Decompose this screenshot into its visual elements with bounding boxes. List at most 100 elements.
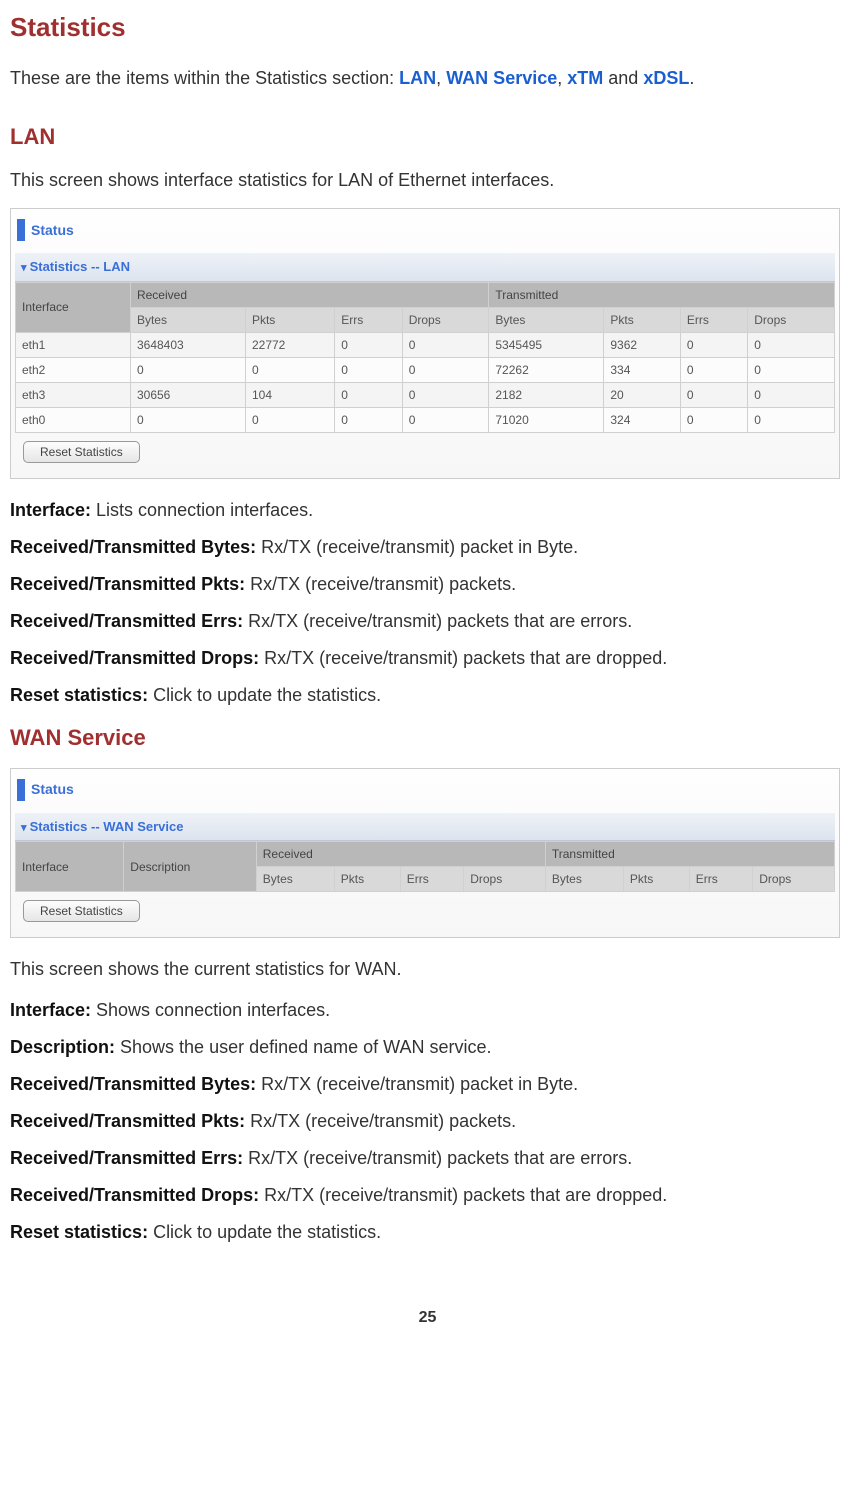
col-sub: Bytes bbox=[256, 867, 334, 892]
cell-value: 5345495 bbox=[489, 332, 604, 357]
cell-value: 0 bbox=[245, 407, 334, 432]
col-sub: Errs bbox=[335, 307, 402, 332]
col-sub: Pkts bbox=[334, 867, 400, 892]
definition-desc: Rx/TX (receive/transmit) packets that ar… bbox=[243, 1148, 632, 1168]
definition-desc: Shows the user defined name of WAN servi… bbox=[115, 1037, 492, 1057]
definition-desc: Shows connection interfaces. bbox=[91, 1000, 330, 1020]
lan-panel: Status Statistics -- LAN Interface Recei… bbox=[10, 208, 840, 479]
wan-definitions: Interface: Shows connection interfaces. D… bbox=[10, 997, 845, 1246]
link-wan[interactable]: WAN Service bbox=[446, 68, 557, 88]
col-sub: Drops bbox=[748, 307, 835, 332]
definition-desc: Rx/TX (receive/transmit) packet in Byte. bbox=[256, 1074, 578, 1094]
col-received: Received bbox=[130, 282, 488, 307]
cell-value: 3648403 bbox=[130, 332, 245, 357]
reset-stats-button[interactable]: Reset Statistics bbox=[23, 441, 140, 463]
link-xtm[interactable]: xTM bbox=[567, 68, 603, 88]
definition-term: Received/Transmitted Bytes: bbox=[10, 537, 256, 557]
status-label: Status bbox=[31, 779, 74, 800]
col-sub: Errs bbox=[400, 867, 463, 892]
col-sub: Bytes bbox=[489, 307, 604, 332]
cell-value: 0 bbox=[680, 407, 747, 432]
definition-item: Received/Transmitted Drops: Rx/TX (recei… bbox=[10, 645, 845, 672]
table-row: eth3306561040021822000 bbox=[16, 382, 835, 407]
cell-value: 0 bbox=[402, 357, 489, 382]
status-label: Status bbox=[31, 220, 74, 241]
cell-value: 0 bbox=[680, 332, 747, 357]
definition-desc: Click to update the statistics. bbox=[148, 1222, 381, 1242]
definition-desc: Rx/TX (receive/transmit) packet in Byte. bbox=[256, 537, 578, 557]
definition-item: Received/Transmitted Bytes: Rx/TX (recei… bbox=[10, 534, 845, 561]
cell-value: 0 bbox=[245, 357, 334, 382]
definition-item: Interface: Lists connection interfaces. bbox=[10, 497, 845, 524]
cell-value: 2182 bbox=[489, 382, 604, 407]
cell-value: 104 bbox=[245, 382, 334, 407]
col-sub: Bytes bbox=[130, 307, 245, 332]
definition-item: Received/Transmitted Errs: Rx/TX (receiv… bbox=[10, 1145, 845, 1172]
definition-desc: Rx/TX (receive/transmit) packets that ar… bbox=[259, 1185, 667, 1205]
col-sub: Drops bbox=[464, 867, 546, 892]
lan-definitions: Interface: Lists connection interfaces. R… bbox=[10, 497, 845, 709]
wan-panel: Status Statistics -- WAN Service Interfa… bbox=[10, 768, 840, 939]
definition-item: Received/Transmitted Errs: Rx/TX (receiv… bbox=[10, 608, 845, 635]
col-sub: Pkts bbox=[604, 307, 680, 332]
col-interface: Interface bbox=[16, 842, 124, 892]
table-row: eth200007226233400 bbox=[16, 357, 835, 382]
col-sub: Bytes bbox=[545, 867, 623, 892]
intro-prefix: These are the items within the Statistic… bbox=[10, 68, 399, 88]
wan-subtitle: Statistics -- WAN Service bbox=[15, 813, 835, 842]
table-row: eth1364840322772005345495936200 bbox=[16, 332, 835, 357]
definition-item: Reset statistics: Click to update the st… bbox=[10, 1219, 845, 1246]
lan-desc: This screen shows interface statistics f… bbox=[10, 167, 845, 194]
cell-value: 324 bbox=[604, 407, 680, 432]
definition-item: Received/Transmitted Bytes: Rx/TX (recei… bbox=[10, 1071, 845, 1098]
cell-value: 0 bbox=[335, 407, 402, 432]
link-lan[interactable]: LAN bbox=[399, 68, 436, 88]
col-transmitted: Transmitted bbox=[545, 842, 834, 867]
col-sub: Errs bbox=[680, 307, 747, 332]
wan-after-text: This screen shows the current statistics… bbox=[10, 956, 845, 983]
definition-term: Description: bbox=[10, 1037, 115, 1057]
cell-value: 0 bbox=[402, 407, 489, 432]
definition-term: Received/Transmitted Errs: bbox=[10, 611, 243, 631]
intro-text: These are the items within the Statistic… bbox=[10, 65, 845, 92]
col-sub: Pkts bbox=[623, 867, 689, 892]
cell-value: 0 bbox=[335, 382, 402, 407]
definition-term: Reset statistics: bbox=[10, 685, 148, 705]
cell-value: 0 bbox=[335, 357, 402, 382]
col-description: Description bbox=[124, 842, 256, 892]
col-interface: Interface bbox=[16, 282, 131, 332]
wan-table: Interface Description Received Transmitt… bbox=[15, 841, 835, 892]
col-sub: Pkts bbox=[245, 307, 334, 332]
lan-subtitle: Statistics -- LAN bbox=[15, 253, 835, 282]
definition-desc: Rx/TX (receive/transmit) packets. bbox=[245, 574, 516, 594]
definition-term: Received/Transmitted Pkts: bbox=[10, 1111, 245, 1131]
cell-value: 71020 bbox=[489, 407, 604, 432]
definition-item: Reset statistics: Click to update the st… bbox=[10, 682, 845, 709]
definition-item: Description: Shows the user defined name… bbox=[10, 1034, 845, 1061]
sep: , bbox=[557, 68, 567, 88]
definition-item: Received/Transmitted Pkts: Rx/TX (receiv… bbox=[10, 571, 845, 598]
col-sub: Drops bbox=[402, 307, 489, 332]
sep: , bbox=[436, 68, 446, 88]
status-mark-icon bbox=[17, 219, 25, 241]
definition-term: Received/Transmitted Pkts: bbox=[10, 574, 245, 594]
definition-desc: Lists connection interfaces. bbox=[91, 500, 313, 520]
wan-heading: WAN Service bbox=[10, 721, 845, 754]
definition-desc: Click to update the statistics. bbox=[148, 685, 381, 705]
definition-desc: Rx/TX (receive/transmit) packets. bbox=[245, 1111, 516, 1131]
lan-table: Interface Received Transmitted BytesPkts… bbox=[15, 282, 835, 433]
reset-stats-button[interactable]: Reset Statistics bbox=[23, 900, 140, 922]
cell-interface: eth2 bbox=[16, 357, 131, 382]
status-bar: Status bbox=[15, 215, 835, 253]
col-sub: Errs bbox=[689, 867, 752, 892]
col-received: Received bbox=[256, 842, 545, 867]
cell-value: 0 bbox=[680, 382, 747, 407]
cell-value: 0 bbox=[130, 357, 245, 382]
cell-value: 0 bbox=[130, 407, 245, 432]
definition-term: Interface: bbox=[10, 1000, 91, 1020]
intro-suffix: . bbox=[689, 68, 694, 88]
link-xdsl[interactable]: xDSL bbox=[643, 68, 689, 88]
definition-item: Received/Transmitted Pkts: Rx/TX (receiv… bbox=[10, 1108, 845, 1135]
definition-term: Received/Transmitted Bytes: bbox=[10, 1074, 256, 1094]
cell-value: 0 bbox=[680, 357, 747, 382]
